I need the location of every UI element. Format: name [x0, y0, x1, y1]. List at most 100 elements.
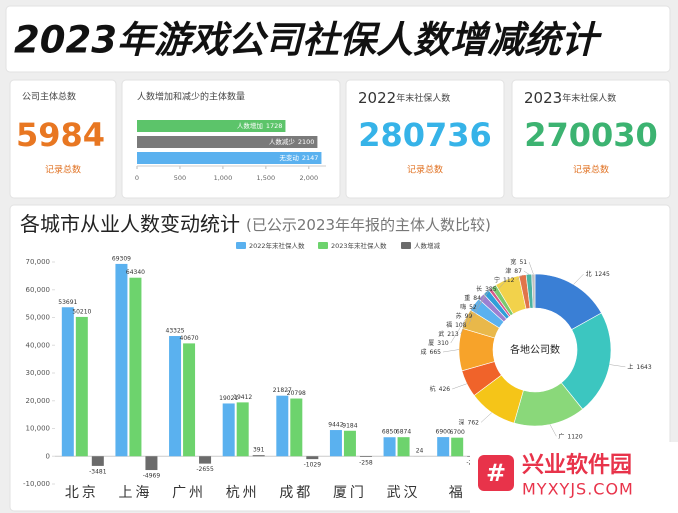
slice-label: 嗨 52	[460, 303, 477, 311]
card-year: 2023	[524, 89, 562, 107]
y-tick-label: 30,000	[26, 369, 51, 377]
x-tick-label: 武汉	[387, 485, 421, 501]
bar	[115, 263, 128, 457]
bar-value: 2147	[302, 154, 319, 162]
slice-value: 213	[447, 331, 459, 338]
y-tick-label: 70,000	[26, 258, 51, 266]
bar	[383, 437, 396, 457]
watermark: # 兴业软件园 MYXYJS.COM	[470, 442, 678, 513]
bar-value: 391	[253, 447, 265, 454]
x-tick-label: 上海	[118, 485, 152, 501]
card-label: 2022年末社保人数	[358, 89, 450, 107]
slice-label: 成 665	[421, 348, 442, 356]
slice-value: 762	[468, 419, 480, 426]
card-note: 记录总数	[45, 164, 81, 176]
bar-value: 40670	[180, 335, 199, 342]
slice-label: 宁 112	[494, 276, 515, 284]
x-tick-label: 1,500	[257, 174, 276, 182]
slice-label: 重 84	[464, 294, 481, 302]
bar	[137, 136, 318, 148]
legend-label: 2022年末社保人数	[249, 241, 305, 250]
bar-label: 人数增加 1728	[237, 121, 283, 130]
leader-line	[573, 273, 584, 285]
leader-line	[482, 286, 494, 299]
legend-label: 人数增减	[414, 241, 441, 250]
bar	[290, 398, 303, 457]
slice-category: 嗨	[460, 303, 466, 311]
watermark-name: 兴业软件园	[522, 452, 632, 478]
bar-category: 无变动	[279, 153, 299, 162]
x-tick-label: 0	[135, 174, 139, 182]
bar	[199, 456, 212, 464]
slice-label: 福 108	[446, 321, 467, 329]
bar	[183, 343, 196, 457]
bar-value: 2100	[298, 138, 315, 146]
slice-category: 上	[627, 362, 633, 370]
bar-value: 6900	[436, 429, 451, 436]
bar	[359, 456, 372, 457]
card-note: 记录总数	[573, 164, 609, 176]
slice-category: 广	[558, 432, 564, 440]
bar-value: 1728	[266, 122, 283, 130]
bar-category: 人数增加	[237, 121, 263, 130]
slice-value: 426	[439, 386, 451, 393]
y-tick-label: 60,000	[26, 286, 51, 294]
bar	[61, 307, 74, 457]
bar-category: 人数减少	[269, 137, 296, 146]
bar	[129, 277, 142, 457]
bar-value: -2655	[196, 466, 214, 473]
y-tick-label: 0	[46, 452, 50, 460]
x-tick-label: 1,000	[214, 174, 233, 182]
bar-value: -4969	[143, 473, 161, 480]
card-value: 270030	[524, 116, 658, 154]
slice-value: 1643	[636, 363, 651, 370]
bar-value: -1029	[304, 462, 322, 469]
card-value: 5984	[16, 116, 105, 154]
legend-swatch	[401, 242, 411, 249]
slice-value: 665	[430, 349, 442, 356]
slice-category: 厦	[428, 340, 434, 347]
page-title: 2023年游戏公司社保人数增减统计	[14, 19, 602, 62]
leader-line	[549, 424, 557, 437]
slice-category: 宽	[510, 258, 516, 266]
x-tick-label: 杭州	[226, 485, 260, 501]
bar-value: 50210	[72, 308, 91, 315]
bar	[276, 395, 289, 457]
watermark-url: MYXYJS.COM	[522, 480, 634, 499]
slice-label: 广 1120	[558, 432, 582, 440]
slice-label: 津 87	[505, 268, 522, 275]
slice-label: 武 213	[438, 330, 459, 338]
leader-line	[516, 274, 523, 281]
bar	[437, 437, 450, 457]
slice-label: 上 1643	[627, 362, 651, 370]
leader-line	[528, 261, 534, 275]
bar-value: 9184	[342, 422, 357, 429]
bar-value: 19412	[233, 394, 252, 401]
y-tick-label: 20,000	[26, 397, 51, 405]
bar-value: 64340	[126, 269, 145, 276]
slice-label: 北 1245	[586, 270, 610, 278]
leader-line	[468, 296, 482, 326]
slice-value: 87	[514, 268, 522, 275]
card-value: 280736	[358, 116, 492, 154]
card-label-text: 年末社保人数	[396, 92, 450, 104]
bar-value: 6850	[382, 429, 397, 436]
card-note: 记录总数	[407, 164, 443, 176]
x-tick-label: 福	[449, 485, 466, 501]
card	[345, 79, 505, 199]
card-label-text: 年末社保人数	[562, 92, 616, 104]
slice-value: 112	[503, 277, 515, 284]
bar	[169, 336, 182, 457]
watermark-logo	[478, 455, 514, 491]
x-tick-label: 广州	[172, 485, 206, 501]
card-year: 2022	[358, 89, 396, 107]
bar	[343, 430, 356, 457]
slice-label: 苏 99	[456, 312, 473, 320]
bar	[236, 402, 249, 457]
bar-value: -258	[359, 459, 373, 466]
watermark-icon: #	[486, 459, 506, 487]
chart-title: 人数增加和减少的主体数量	[137, 91, 245, 103]
bar	[222, 403, 235, 457]
bar-value: 20798	[287, 390, 306, 397]
